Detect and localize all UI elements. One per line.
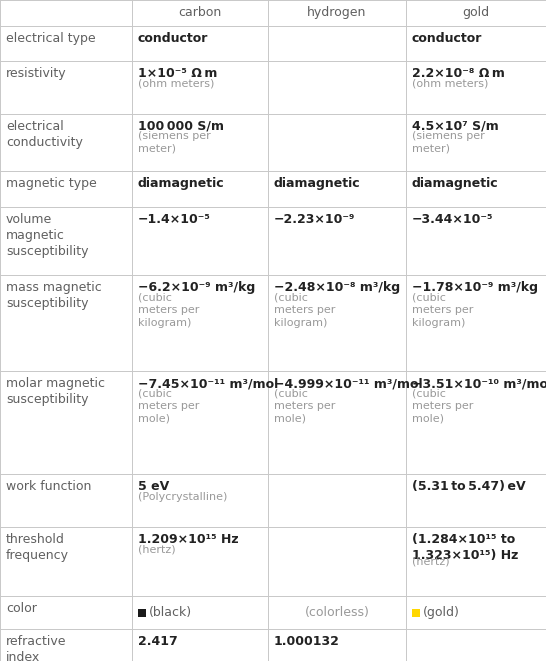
- Text: −6.2×10⁻⁹ m³/kg: −6.2×10⁻⁹ m³/kg: [138, 282, 255, 295]
- Text: 5 eV: 5 eV: [138, 481, 169, 494]
- Text: (siemens per
meter): (siemens per meter): [412, 132, 485, 154]
- Text: work function: work function: [6, 481, 91, 494]
- Text: (cubic
meters per
mole): (cubic meters per mole): [274, 389, 335, 424]
- Text: mass magnetic
susceptibility: mass magnetic susceptibility: [6, 282, 102, 311]
- Text: (1.284×10¹⁵ to
1.323×10¹⁵) Hz: (1.284×10¹⁵ to 1.323×10¹⁵) Hz: [412, 533, 518, 562]
- Text: (Polycrystalline): (Polycrystalline): [138, 492, 227, 502]
- Text: magnetic type: magnetic type: [6, 177, 97, 190]
- Text: (cubic
meters per
kilogram): (cubic meters per kilogram): [138, 293, 199, 328]
- Text: −3.44×10⁻⁵: −3.44×10⁻⁵: [412, 213, 494, 225]
- Text: refractive
index: refractive index: [6, 635, 67, 661]
- Text: (cubic
meters per
kilogram): (cubic meters per kilogram): [412, 293, 473, 328]
- Text: (cubic
meters per
kilogram): (cubic meters per kilogram): [274, 293, 335, 328]
- Text: (ohm meters): (ohm meters): [138, 79, 215, 89]
- Text: conductor: conductor: [412, 32, 482, 45]
- Text: (ohm meters): (ohm meters): [412, 79, 488, 89]
- Text: (hertz): (hertz): [412, 556, 449, 566]
- Text: 2.417: 2.417: [138, 635, 178, 648]
- Text: (siemens per
meter): (siemens per meter): [138, 132, 211, 154]
- Text: −2.23×10⁻⁹: −2.23×10⁻⁹: [274, 213, 355, 225]
- Text: −1.4×10⁻⁵: −1.4×10⁻⁵: [138, 213, 211, 225]
- Text: 4.5×10⁷ S/m: 4.5×10⁷ S/m: [412, 120, 498, 133]
- Text: −1.78×10⁻⁹ m³/kg: −1.78×10⁻⁹ m³/kg: [412, 282, 538, 295]
- Text: (cubic
meters per
mole): (cubic meters per mole): [138, 389, 199, 424]
- Text: −2.48×10⁻⁸ m³/kg: −2.48×10⁻⁸ m³/kg: [274, 282, 400, 295]
- Text: (black): (black): [149, 606, 192, 619]
- Bar: [138, 609, 146, 617]
- Text: volume
magnetic
susceptibility: volume magnetic susceptibility: [6, 213, 88, 258]
- Text: color: color: [6, 602, 37, 615]
- Text: −4.999×10⁻¹¹ m³/mol: −4.999×10⁻¹¹ m³/mol: [274, 377, 423, 390]
- Text: gold: gold: [462, 7, 490, 19]
- Bar: [412, 609, 420, 617]
- Text: 1×10⁻⁵ Ω m: 1×10⁻⁵ Ω m: [138, 67, 217, 80]
- Text: molar magnetic
susceptibility: molar magnetic susceptibility: [6, 377, 105, 406]
- Text: −3.51×10⁻¹⁰ m³/mol: −3.51×10⁻¹⁰ m³/mol: [412, 377, 546, 390]
- Text: (colorless): (colorless): [305, 606, 370, 619]
- Text: electrical type: electrical type: [6, 32, 96, 45]
- Text: resistivity: resistivity: [6, 67, 67, 80]
- Text: carbon: carbon: [179, 7, 222, 19]
- Text: hydrogen: hydrogen: [307, 7, 367, 19]
- Text: threshold
frequency: threshold frequency: [6, 533, 69, 562]
- Text: (5.31 to 5.47) eV: (5.31 to 5.47) eV: [412, 481, 526, 494]
- Text: 100 000 S/m: 100 000 S/m: [138, 120, 224, 133]
- Text: −7.45×10⁻¹¹ m³/mol: −7.45×10⁻¹¹ m³/mol: [138, 377, 278, 390]
- Text: (cubic
meters per
mole): (cubic meters per mole): [412, 389, 473, 424]
- Text: 2.2×10⁻⁸ Ω m: 2.2×10⁻⁸ Ω m: [412, 67, 505, 80]
- Text: 1.209×10¹⁵ Hz: 1.209×10¹⁵ Hz: [138, 533, 239, 546]
- Text: 1.000132: 1.000132: [274, 635, 340, 648]
- Text: (hertz): (hertz): [138, 545, 176, 555]
- Text: (gold): (gold): [423, 606, 460, 619]
- Text: electrical
conductivity: electrical conductivity: [6, 120, 83, 149]
- Text: diamagnetic: diamagnetic: [412, 177, 498, 190]
- Text: diamagnetic: diamagnetic: [138, 177, 224, 190]
- Text: diamagnetic: diamagnetic: [274, 177, 360, 190]
- Text: conductor: conductor: [138, 32, 209, 45]
